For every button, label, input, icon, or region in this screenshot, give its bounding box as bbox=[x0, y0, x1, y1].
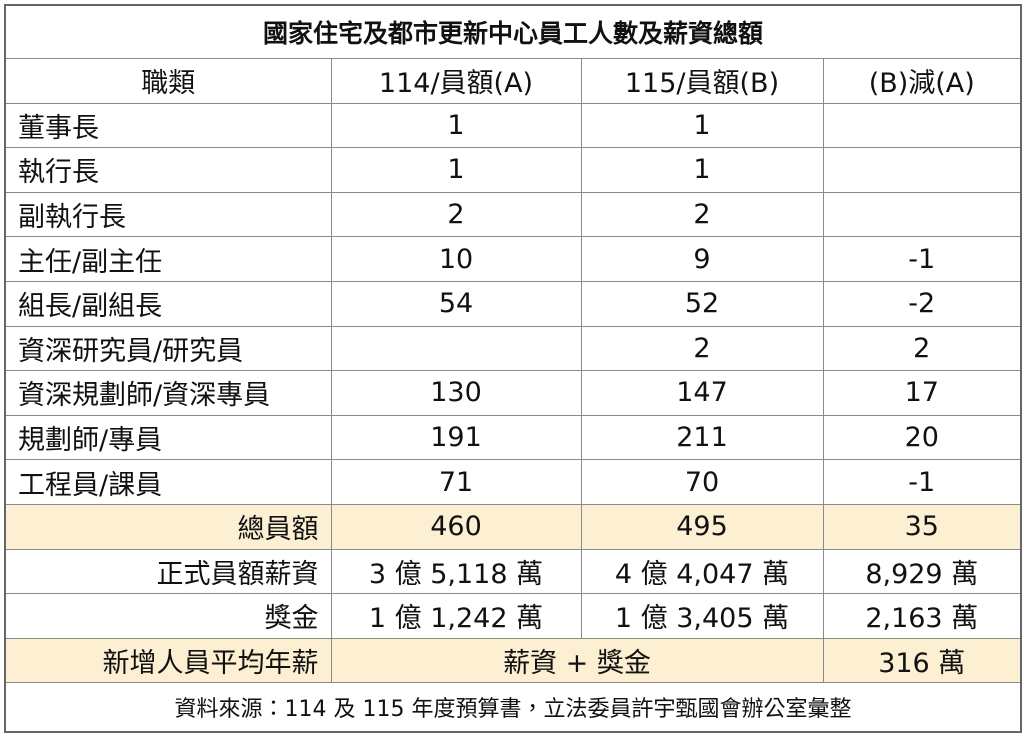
cell: 3 億 5,118 萬 bbox=[330, 548, 582, 595]
cell: 71 bbox=[330, 459, 582, 505]
cell: 52 bbox=[580, 280, 824, 327]
cell: 主任/副主任 bbox=[4, 236, 332, 282]
cell: 54 bbox=[330, 280, 582, 327]
cell: 1 bbox=[580, 147, 824, 193]
cell: 115/員額(B) bbox=[580, 58, 824, 104]
cell: 職類 bbox=[4, 58, 332, 104]
cell: 17 bbox=[822, 370, 1022, 416]
cell: 1 bbox=[580, 102, 824, 149]
cell: 執行長 bbox=[4, 147, 332, 193]
cell: 新增人員平均年薪 bbox=[4, 637, 332, 684]
staff-table: 國家住宅及都市更新中心員工人數及薪資總額 職類 114/員額(A) 115/員額(B… bbox=[4, 4, 1023, 734]
cell: 資料來源：114 及 115 年度預算書，立法委員許宇甄國會辦公室彙整 bbox=[4, 682, 1022, 733]
cell: 總員額 bbox=[4, 503, 332, 550]
cell: 130 bbox=[330, 370, 582, 416]
header-row: 職類 114/員額(A) 115/員額(B) (B)減(A) bbox=[4, 58, 1022, 104]
cell: 8,929 萬 bbox=[822, 548, 1022, 595]
table-body: 國家住宅及都市更新中心員工人數及薪資總額 職類 114/員額(A) 115/員額(B… bbox=[4, 4, 1022, 733]
cell bbox=[822, 102, 1022, 149]
data-row: 執行長 1 1 bbox=[4, 147, 1022, 193]
cell: 191 bbox=[330, 414, 582, 461]
cell: 9 bbox=[580, 236, 824, 282]
cell: 資深研究員/研究員 bbox=[4, 325, 332, 372]
cell: 正式員額薪資 bbox=[4, 548, 332, 595]
source-row: 資料來源：114 及 115 年度預算書，立法委員許宇甄國會辦公室彙整 bbox=[4, 682, 1022, 733]
cell: 資深規劃師/資深專員 bbox=[4, 370, 332, 416]
cell: 10 bbox=[330, 236, 582, 282]
cell: 副執行長 bbox=[4, 191, 332, 238]
cell: 1 億 3,405 萬 bbox=[580, 593, 824, 639]
cell bbox=[822, 147, 1022, 193]
cell: 2 bbox=[330, 191, 582, 238]
cell: 4 億 4,047 萬 bbox=[580, 548, 824, 595]
average-row: 新增人員平均年薪 薪資 + 獎金 316 萬 bbox=[4, 637, 1022, 684]
cell: 薪資 + 獎金 bbox=[330, 637, 824, 684]
cell: 70 bbox=[580, 459, 824, 505]
cell: 460 bbox=[330, 503, 582, 550]
cell: 董事長 bbox=[4, 102, 332, 149]
data-row: 主任/副主任 10 9 -1 bbox=[4, 236, 1022, 282]
total-row: 總員額 460 495 35 bbox=[4, 503, 1022, 550]
data-row: 資深研究員/研究員 2 2 bbox=[4, 325, 1022, 372]
data-row: 董事長 1 1 bbox=[4, 102, 1022, 149]
data-row: 組長/副組長 54 52 -2 bbox=[4, 280, 1022, 327]
cell: 1 bbox=[330, 147, 582, 193]
cell: 1 億 1,242 萬 bbox=[330, 593, 582, 639]
cell: 147 bbox=[580, 370, 824, 416]
cell: 2 bbox=[580, 325, 824, 372]
cell: 組長/副組長 bbox=[4, 280, 332, 327]
table-title: 國家住宅及都市更新中心員工人數及薪資總額 bbox=[4, 4, 1022, 59]
data-row: 副執行長 2 2 bbox=[4, 191, 1022, 238]
title-row: 國家住宅及都市更新中心員工人數及薪資總額 bbox=[4, 4, 1022, 59]
cell: 2 bbox=[580, 191, 824, 238]
cell: 495 bbox=[580, 503, 824, 550]
cell bbox=[330, 325, 582, 372]
cell: 1 bbox=[330, 102, 582, 149]
cell: 2,163 萬 bbox=[822, 593, 1022, 639]
data-row: 工程員/課員 71 70 -1 bbox=[4, 459, 1022, 505]
cell: 2 bbox=[822, 325, 1022, 372]
cell: 規劃師/專員 bbox=[4, 414, 332, 461]
cell: 工程員/課員 bbox=[4, 459, 332, 505]
cell bbox=[822, 191, 1022, 238]
cell: -2 bbox=[822, 280, 1022, 327]
cell: 316 萬 bbox=[822, 637, 1022, 684]
cell: 211 bbox=[580, 414, 824, 461]
data-row: 規劃師/專員 191 211 20 bbox=[4, 414, 1022, 461]
data-row: 資深規劃師/資深專員 130 147 17 bbox=[4, 370, 1022, 416]
cell: 35 bbox=[822, 503, 1022, 550]
cell: 114/員額(A) bbox=[330, 58, 582, 104]
cell: 20 bbox=[822, 414, 1022, 461]
cell: -1 bbox=[822, 459, 1022, 505]
cell: 獎金 bbox=[4, 593, 332, 639]
cell: (B)減(A) bbox=[822, 58, 1022, 104]
cell: -1 bbox=[822, 236, 1022, 282]
